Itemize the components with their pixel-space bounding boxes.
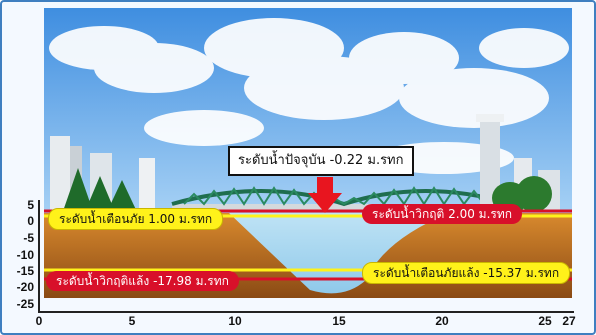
y-tick-label: -20 — [16, 280, 34, 294]
y-tick-label: -5 — [23, 231, 34, 245]
y-tick-label: -15 — [16, 264, 34, 278]
current-level-arrow-icon — [308, 177, 342, 213]
x-tick-label: 20 — [435, 314, 449, 328]
y-tick-label: 0 — [27, 214, 34, 228]
drought-warning-badge: ระดับน้ำเตือนภัยแล้ง -15.37 ม.รทก — [362, 262, 571, 284]
y-tick-label: 5 — [27, 198, 34, 212]
clouds — [49, 18, 569, 174]
y-axis — [38, 200, 40, 312]
river-water — [229, 213, 449, 294]
y-tick-label: -10 — [16, 248, 34, 262]
x-tick-label: 25 — [538, 314, 552, 328]
trees-left — [62, 168, 138, 214]
drought-critical-badge: ระดับน้ำวิกฤติแล้ง -17.98 ม.รทก — [46, 271, 239, 291]
bridge — [171, 186, 513, 210]
x-axis — [38, 311, 574, 313]
flood-warning-badge: ระดับน้ำเตือนภัย 1.00 ม.รทก — [48, 208, 224, 230]
x-tick-label: 0 — [35, 314, 43, 328]
x-tick-label: 27 — [562, 314, 576, 328]
x-tick-label: 15 — [332, 314, 346, 328]
y-tick-label: -25 — [16, 297, 34, 311]
x-tick-label: 5 — [128, 314, 136, 328]
x-tick-label: 10 — [228, 314, 242, 328]
current-level-label: ระดับน้ำปัจจุบัน -0.22 ม.รทก — [228, 146, 414, 176]
flood-critical-badge: ระดับน้ำวิกฤติ 2.00 ม.รทก — [362, 204, 522, 224]
